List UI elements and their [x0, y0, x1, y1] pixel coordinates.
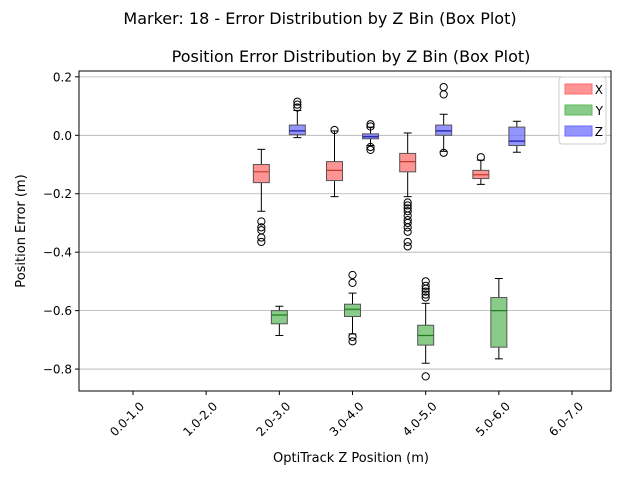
x-tick-label: 6.0-7.0: [546, 399, 586, 439]
outlier-point: [366, 120, 375, 129]
outlier-point: [439, 148, 448, 157]
y-tick-label: −0.2: [43, 187, 72, 201]
outlier-point: [348, 332, 357, 342]
legend-swatch-z: [564, 125, 593, 137]
box-x-4.0-5.0: [399, 132, 417, 251]
y-tick-label: −0.8: [43, 363, 72, 377]
box-iqr: [270, 310, 288, 325]
box-x-2.0-3.0: [252, 148, 270, 247]
box-y-5.0-6.0: [490, 277, 508, 360]
box-x-5.0-6.0: [472, 153, 490, 185]
plot-frame: [78, 70, 612, 392]
box-iqr: [435, 124, 453, 136]
box-z-2.0-3.0: [288, 97, 306, 139]
y-axis-label: Position Error (m): [14, 174, 29, 287]
outlier-point: [403, 207, 412, 216]
outlier-point: [421, 372, 430, 381]
box-iqr: [326, 161, 344, 182]
outlier-point: [293, 100, 302, 109]
x-tick-label: 0.0-1.0: [107, 399, 147, 439]
outlier-point: [403, 227, 412, 236]
box-z-3.0-4.0: [362, 120, 380, 155]
legend-swatch-x: [564, 83, 593, 95]
legend-label-z: Z: [595, 125, 603, 139]
outlier-point: [366, 145, 375, 155]
y-tick-label: −0.6: [43, 304, 72, 318]
outlier-point: [403, 223, 412, 232]
outlier-point: [421, 281, 430, 290]
y-axis: 0.2 0.0 −0.2 −0.4 −0.6 −0.8: [43, 70, 79, 377]
outlier-point: [421, 293, 430, 302]
x-tick-label: 2.0-3.0: [254, 399, 294, 439]
box-iqr: [288, 124, 306, 136]
x-axis-label: OptiTrack Z Position (m): [273, 451, 429, 466]
outlier-point: [403, 218, 412, 228]
legend-label-x: X: [595, 83, 603, 97]
y-tick-label: 0.0: [53, 129, 72, 143]
box-iqr: [252, 164, 270, 184]
outlier-point: [403, 198, 412, 207]
outlier-point: [403, 242, 412, 251]
box-iqr: [399, 152, 417, 173]
outlier-point: [257, 223, 266, 232]
legend-swatch-y: [564, 104, 593, 116]
y-tick-label: 0.2: [53, 70, 72, 84]
box-y-3.0-4.0: [344, 270, 362, 346]
box-z-5.0-6.0: [508, 120, 526, 153]
y-tick-label: −0.4: [43, 246, 72, 260]
figure-title: Marker: 18 - Error Distribution by Z Bin…: [123, 9, 516, 28]
outlier-point: [421, 287, 430, 296]
x-tick-label: 3.0-4.0: [327, 399, 367, 439]
outlier-point: [439, 82, 448, 92]
legend-label-y: Y: [595, 104, 604, 118]
box-y-4.0-5.0: [417, 277, 435, 381]
outlier-point: [257, 217, 266, 226]
x-tick-label: 4.0-5.0: [400, 399, 440, 439]
x-tick-label: 5.0-6.0: [473, 399, 513, 439]
box-y-2.0-3.0: [270, 305, 288, 336]
box-iqr: [508, 126, 526, 147]
outlier-point: [366, 142, 375, 152]
outlier-point: [293, 103, 302, 112]
outlier-point: [439, 90, 448, 99]
outlier-point: [348, 278, 357, 287]
outlier-point: [348, 337, 357, 346]
legend: XYZ: [558, 76, 607, 145]
outlier-point: [476, 153, 485, 162]
outlier-point: [293, 97, 302, 106]
y-gridlines: [79, 76, 611, 370]
outlier-point: [330, 125, 339, 135]
box-x-3.0-4.0: [326, 125, 344, 198]
outlier-point: [257, 233, 266, 242]
outlier-point: [421, 284, 430, 293]
box-z-4.0-5.0: [435, 82, 453, 157]
box-iqr: [344, 303, 362, 317]
plot-area: [252, 82, 526, 381]
outlier-point: [366, 122, 375, 131]
chart-title: Position Error Distribution by Z Bin (Bo…: [172, 47, 531, 66]
outlier-point: [348, 270, 357, 280]
outlier-point: [257, 237, 266, 247]
outlier-point: [421, 290, 430, 299]
outlier-point: [403, 237, 412, 247]
outlier-point: [403, 201, 412, 210]
x-tick-label: 1.0-2.0: [180, 399, 220, 439]
x-axis: 0.0-1.0 1.0-2.0 2.0-3.0 3.0-4.0 4.0-5.0 5.0-6…: [107, 391, 586, 439]
box-iqr: [490, 296, 508, 348]
